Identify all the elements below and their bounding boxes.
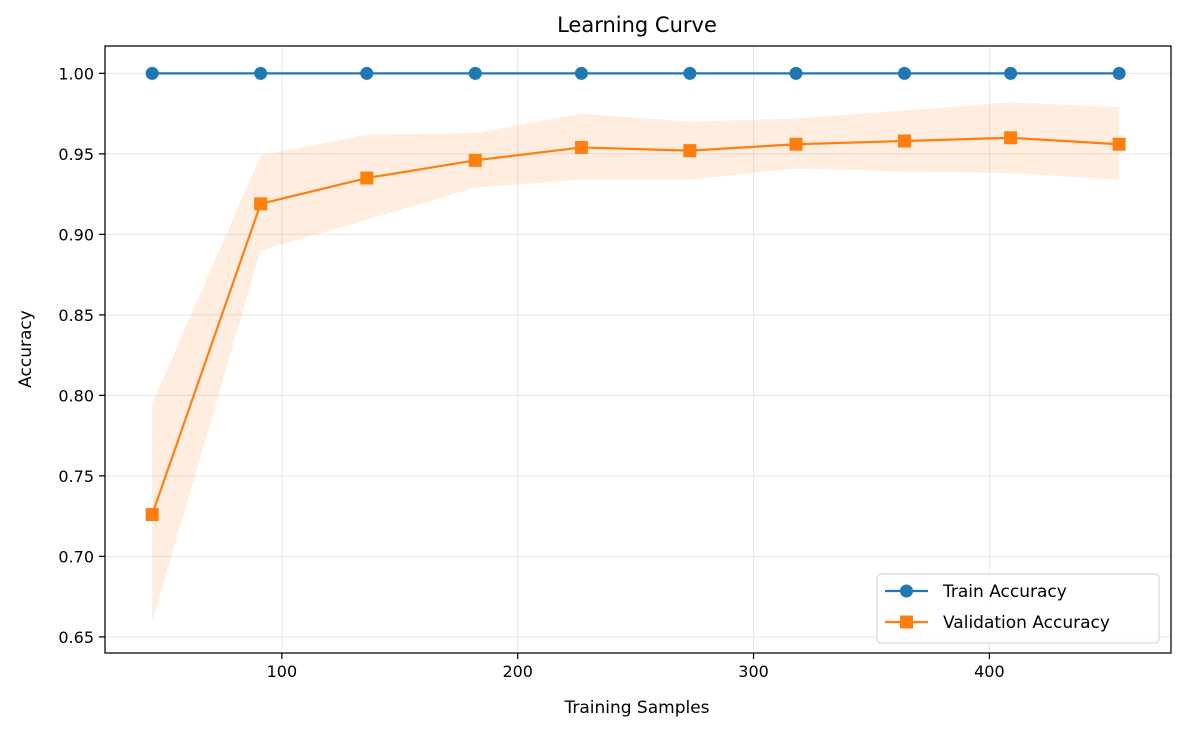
legend-validation-marker — [900, 615, 913, 629]
y-tick-label: 0.85 — [58, 306, 94, 325]
x-axis-label: Training Samples — [563, 698, 709, 718]
train-accuracy-point — [574, 66, 588, 80]
y-tick-label: 0.90 — [58, 225, 94, 244]
train-accuracy-point — [1004, 66, 1018, 80]
validation-accuracy-line — [151, 136, 1120, 515]
validation-accuracy-point — [898, 134, 911, 148]
x-tick-label: 400 — [974, 662, 1005, 681]
y-tick-label: 0.95 — [58, 145, 94, 164]
x-tick-label: 200 — [502, 662, 533, 681]
train-accuracy-point — [898, 66, 911, 80]
legend-box — [876, 573, 1160, 644]
plot-frame — [104, 45, 1172, 654]
chart-title: Learning Curve — [557, 13, 717, 37]
train-accuracy-point — [360, 66, 374, 80]
train-accuracy-point — [468, 66, 482, 80]
legend-train-marker — [900, 584, 913, 598]
validation-accuracy-point — [574, 140, 588, 154]
validation-accuracy-point — [1112, 137, 1126, 151]
validation-accuracy-point — [468, 153, 482, 167]
y-tick-label: 0.65 — [58, 628, 94, 647]
x-tick-label: 300 — [738, 662, 769, 681]
confidence-bands — [152, 102, 1120, 623]
validation-accuracy-point — [789, 137, 803, 151]
validation-accuracy-point — [683, 144, 697, 158]
validation-accuracy-point — [254, 197, 268, 211]
validation-accuracy-point — [360, 171, 374, 185]
train-accuracy-point — [789, 66, 803, 80]
legend-validation-label: Validation Accuracy — [943, 613, 1110, 633]
validation-accuracy-point — [1004, 131, 1018, 145]
y-tick-label: 0.80 — [58, 386, 94, 405]
train-accuracy-point — [1112, 66, 1126, 80]
x-tick-label: 100 — [267, 662, 298, 681]
train-accuracy-point — [683, 66, 697, 80]
x-axis-ticks: 100 200 300 400 — [267, 653, 1005, 681]
validation-std-band — [152, 102, 1120, 623]
y-tick-label: 1.00 — [58, 64, 94, 83]
legend: Train Accuracy Validation Accuracy — [876, 573, 1160, 644]
train-accuracy-point — [145, 66, 159, 80]
y-axis-ticks: 0.65 0.70 0.75 0.80 0.85 0.90 0.95 1.00 — [58, 64, 105, 647]
train-accuracy-point — [254, 66, 268, 80]
validation-accuracy-point — [145, 508, 159, 522]
series-lines — [145, 66, 1126, 522]
y-tick-label: 0.75 — [58, 467, 94, 486]
y-axis-label: Accuracy — [16, 310, 36, 388]
y-tick-label: 0.70 — [58, 547, 94, 566]
legend-train-label: Train Accuracy — [942, 582, 1067, 602]
